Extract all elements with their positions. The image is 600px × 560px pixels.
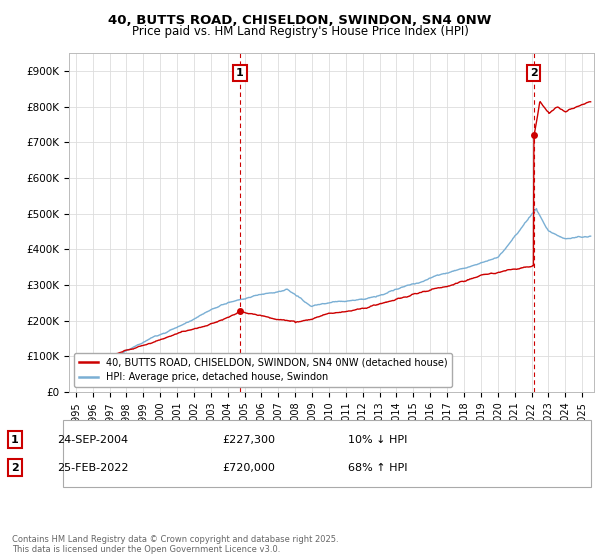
Text: 2: 2 [530, 68, 538, 78]
Text: £227,300: £227,300 [222, 435, 275, 445]
Text: 68% ↑ HPI: 68% ↑ HPI [348, 463, 407, 473]
Text: 40, BUTTS ROAD, CHISELDON, SWINDON, SN4 0NW: 40, BUTTS ROAD, CHISELDON, SWINDON, SN4 … [109, 14, 491, 27]
Text: 2: 2 [11, 463, 19, 473]
Text: Price paid vs. HM Land Registry's House Price Index (HPI): Price paid vs. HM Land Registry's House … [131, 25, 469, 38]
Text: £720,000: £720,000 [222, 463, 275, 473]
Text: 24-SEP-2004: 24-SEP-2004 [57, 435, 128, 445]
Text: Contains HM Land Registry data © Crown copyright and database right 2025.
This d: Contains HM Land Registry data © Crown c… [12, 535, 338, 554]
Text: 25-FEB-2022: 25-FEB-2022 [57, 463, 128, 473]
Text: 10% ↓ HPI: 10% ↓ HPI [348, 435, 407, 445]
Legend: 40, BUTTS ROAD, CHISELDON, SWINDON, SN4 0NW (detached house), HPI: Average price: 40, BUTTS ROAD, CHISELDON, SWINDON, SN4 … [74, 353, 452, 387]
Text: 1: 1 [11, 435, 19, 445]
Text: 1: 1 [236, 68, 244, 78]
